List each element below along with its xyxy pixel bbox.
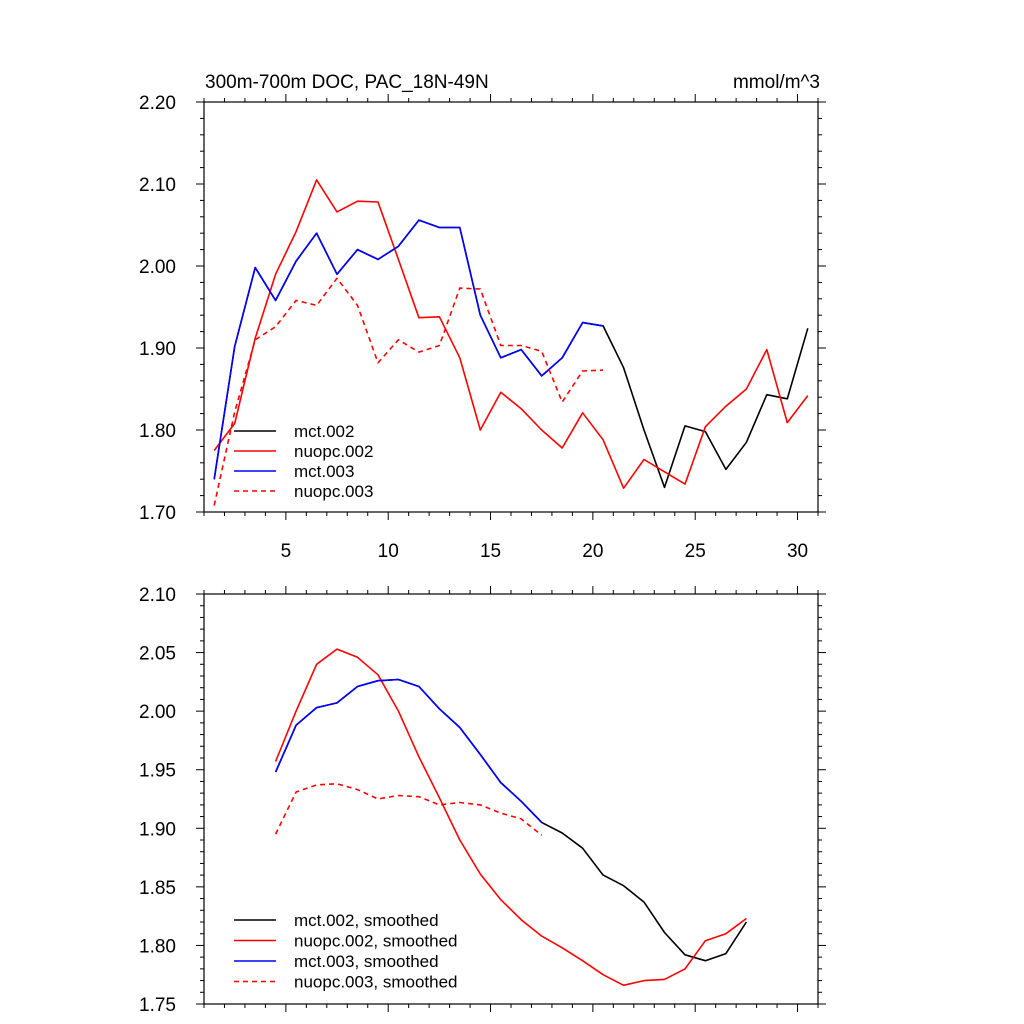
series-lines-bottom [274,648,748,987]
y-tick-label: 1.80 [139,936,176,957]
y-tick-label: 2.00 [139,257,176,278]
series-line-nuopc-003-smoothed [274,782,543,836]
x-tick-label: 10 [378,541,399,562]
chart-title: 300m-700m DOC, PAC_18N-49N [205,72,489,93]
y-tick-label: 1.70 [139,503,176,524]
x-tick-label: 15 [480,541,501,562]
series-line-mct-003-smoothed [274,678,543,823]
bottom-panel: 1.75 1.80 1.85 1.90 1.95 2.00 2.05 2.10 mct.002… [139,585,826,1016]
y-tick-label: 1.80 [139,421,176,442]
x-tick-label: 25 [685,541,706,562]
units-label: mmol/m^3 [733,72,820,93]
legend-label: mct.003 [294,462,354,481]
legend-label: nuopc.003 [294,482,373,501]
axis-ticks-bottom: 1.75 1.80 1.85 1.90 1.95 2.00 2.05 2.10 [139,585,826,1016]
legend-bottom: mct.002, smoothed nuopc.002, smoothedmct.… [234,911,458,992]
legend-label: nuopc.002 [294,442,373,461]
series-line-nuopc-003 [213,277,604,506]
series-line-nuopc-002 [213,179,809,490]
series-line-mct-003 [213,219,604,480]
series-line-nuopc-002-smoothed [274,648,747,987]
y-tick-label: 2.05 [139,644,176,665]
legend-label: nuopc.002, smoothed [294,932,458,951]
y-tick-label: 2.10 [139,175,176,196]
top-panel: 300m-700m DOC, PAC_18N-49N mmol/m^3 5 10 1… [139,72,826,562]
axis-ticks-top: 5 10 15 20 25 30 1.70 1.80 1.90 2.00 2.10 2.20 [139,93,826,562]
legend-label: nuopc.003, smoothed [294,973,458,992]
x-tick-label: 20 [582,541,603,562]
y-tick-label: 1.90 [139,819,176,840]
legend-label: mct.002 [294,422,354,441]
legend-label: mct.003, smoothed [294,952,439,971]
y-tick-label: 2.20 [139,93,176,114]
x-tick-label: 30 [787,541,808,562]
y-tick-label: 1.95 [139,761,176,782]
series-lines-top [213,179,809,506]
y-tick-label: 1.90 [139,339,176,360]
y-tick-label: 2.00 [139,702,176,723]
y-tick-label: 2.10 [139,585,176,606]
x-tick-label: 5 [281,541,292,562]
legend-label: mct.002, smoothed [294,911,439,930]
y-tick-label: 1.85 [139,878,176,899]
y-tick-label: 1.75 [139,995,176,1016]
